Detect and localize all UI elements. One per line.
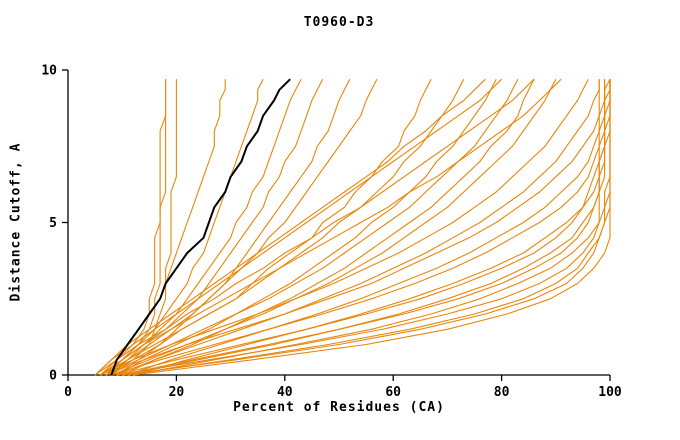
model-series-line bbox=[105, 78, 264, 376]
model-series-line bbox=[132, 79, 611, 376]
model-series-line bbox=[116, 78, 351, 376]
x-tick-label: 80 bbox=[494, 385, 510, 400]
x-axis-label: Percent of Residues (CA) bbox=[233, 400, 445, 415]
model-series-line bbox=[122, 79, 606, 376]
model-series-line bbox=[105, 78, 378, 376]
model-series-line bbox=[116, 78, 497, 376]
x-tick-label: 20 bbox=[169, 385, 185, 400]
model-series-line bbox=[94, 79, 167, 376]
model-series-line bbox=[105, 78, 519, 376]
model-series-line bbox=[111, 78, 557, 376]
model-series-line bbox=[94, 78, 486, 376]
model-series-line bbox=[100, 78, 324, 376]
model-series-line bbox=[111, 79, 611, 376]
x-tick-label: 40 bbox=[277, 385, 293, 400]
model-series-line bbox=[132, 79, 611, 376]
model-series-line bbox=[100, 78, 535, 376]
y-tick-label: 10 bbox=[41, 64, 57, 79]
y-tick-label: 5 bbox=[49, 216, 57, 231]
highlight-series-line bbox=[110, 78, 291, 376]
x-tick-label: 0 bbox=[64, 385, 72, 400]
model-series-line bbox=[116, 79, 600, 376]
model-series-line bbox=[100, 78, 465, 376]
model-series-line bbox=[100, 79, 167, 376]
model-series-line bbox=[116, 79, 600, 376]
chart-title: T0960-D3 bbox=[303, 15, 375, 30]
model-series-line bbox=[105, 78, 562, 376]
x-tick-label: 60 bbox=[385, 385, 401, 400]
model-series-line bbox=[105, 78, 611, 376]
model-series-line bbox=[132, 79, 611, 376]
model-series-line bbox=[94, 78, 502, 376]
model-series-line bbox=[111, 78, 302, 376]
y-tick-label: 0 bbox=[49, 369, 57, 384]
model-series-line bbox=[100, 78, 589, 376]
x-tick-label: 100 bbox=[598, 385, 622, 400]
model-series-line bbox=[121, 78, 535, 376]
